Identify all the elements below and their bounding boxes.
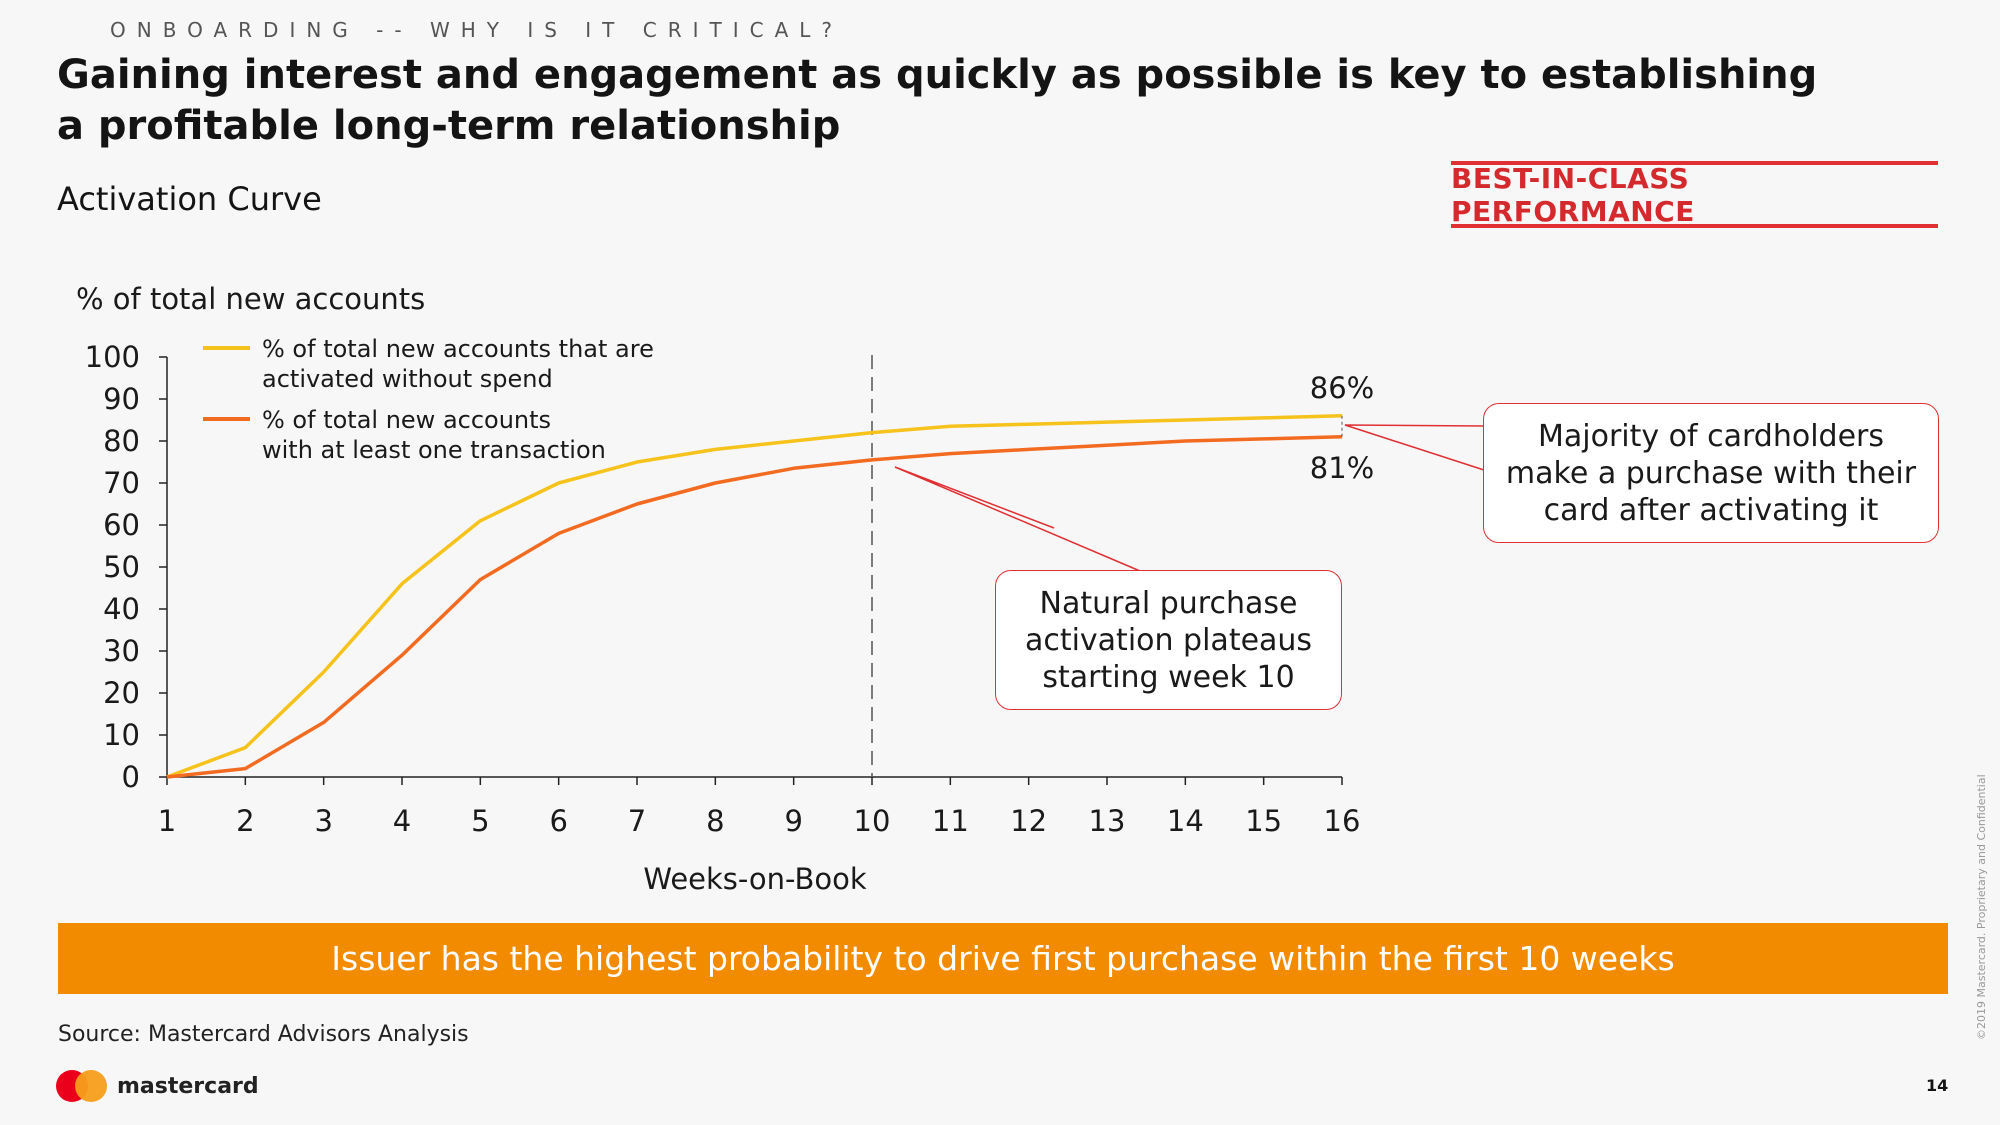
y-tick-label: 20	[103, 676, 140, 710]
x-tick-label: 14	[1167, 804, 1204, 838]
x-axis-label: Weeks-on-Book	[643, 862, 866, 896]
callout-connectors	[894, 424, 1485, 572]
page-number: 14	[1926, 1076, 1949, 1095]
x-tick-label: 9	[784, 804, 802, 838]
series-line-2	[166, 435, 1343, 779]
x-tick-label: 12	[1010, 804, 1047, 838]
mastercard-logo: mastercard	[56, 1070, 259, 1102]
x-tick-label: 15	[1245, 804, 1282, 838]
chart-series: 86% 81%	[166, 355, 1374, 779]
chart-legend: % of total new accounts that areactivate…	[203, 335, 654, 464]
logo-orange-circle	[75, 1070, 107, 1102]
y-tick-label: 40	[103, 592, 140, 626]
section-kicker: ONBOARDING -- WHY IS IT CRITICAL?	[110, 18, 844, 42]
y-tick-label: 10	[103, 718, 140, 752]
y-tick-label: 100	[85, 340, 140, 374]
best-in-class-badge: BEST-IN-CLASS PERFORMANCE	[1451, 161, 1938, 228]
y-tick-label: 80	[103, 424, 140, 458]
x-tick-label: 3	[314, 804, 332, 838]
x-tick-label: 5	[471, 804, 489, 838]
source-note: Source: Mastercard Advisors Analysis	[58, 1022, 469, 1047]
plateau-callout-text: Natural purchase activation plateaus sta…	[1024, 585, 1313, 695]
end-label-orange: 81%	[1310, 451, 1374, 485]
plateau-callout-pointer	[894, 466, 1141, 572]
majority-callout: Majority of cardholders make a purchase …	[1483, 403, 1939, 543]
x-tick-label: 13	[1089, 804, 1126, 838]
legend-label-2: with at least one transaction	[262, 436, 606, 464]
y-tick-label: 50	[103, 550, 140, 584]
x-tick-label: 7	[628, 804, 646, 838]
legend-label-1: % of total new accounts that are	[262, 335, 654, 363]
majority-callout-text: Majority of cardholders make a purchase …	[1505, 418, 1917, 528]
majority-callout-pointer	[1344, 424, 1485, 471]
series-line-1	[166, 414, 1343, 779]
key-takeaway-banner: Issuer has the highest probability to dr…	[58, 923, 1948, 994]
x-tick-label: 10	[854, 804, 891, 838]
end-label-yellow: 86%	[1310, 371, 1374, 405]
x-tick-label: 16	[1324, 804, 1361, 838]
x-tick-label: 1	[158, 804, 176, 838]
best-in-class-label: BEST-IN-CLASS PERFORMANCE	[1451, 161, 1695, 228]
chart-subtitle: Activation Curve	[57, 180, 322, 218]
x-tick-label: 8	[706, 804, 724, 838]
x-tick-label: 6	[549, 804, 567, 838]
y-tick-label: 90	[103, 382, 140, 416]
y-tick-label: 30	[103, 634, 140, 668]
x-tick-label: 4	[393, 804, 411, 838]
legend-label-2: % of total new accounts	[262, 406, 551, 434]
y-axis-label: % of total new accounts	[76, 282, 425, 316]
banner-text: Issuer has the highest probability to dr…	[331, 939, 1675, 978]
page-headline: Gaining interest and engagement as quick…	[57, 52, 1818, 149]
y-tick-label: 60	[103, 508, 140, 542]
legend-label-1: activated without spend	[262, 365, 553, 393]
y-tick-label: 70	[103, 466, 140, 500]
x-tick-label: 11	[932, 804, 969, 838]
x-tick-label: 2	[236, 804, 254, 838]
plateau-callout: Natural purchase activation plateaus sta…	[995, 570, 1342, 710]
y-tick-label: 0	[122, 760, 140, 794]
copyright-note: ©2019 Mastercard. Proprietary and Confid…	[1975, 774, 1988, 1040]
logo-wordmark: mastercard	[117, 1073, 259, 1099]
